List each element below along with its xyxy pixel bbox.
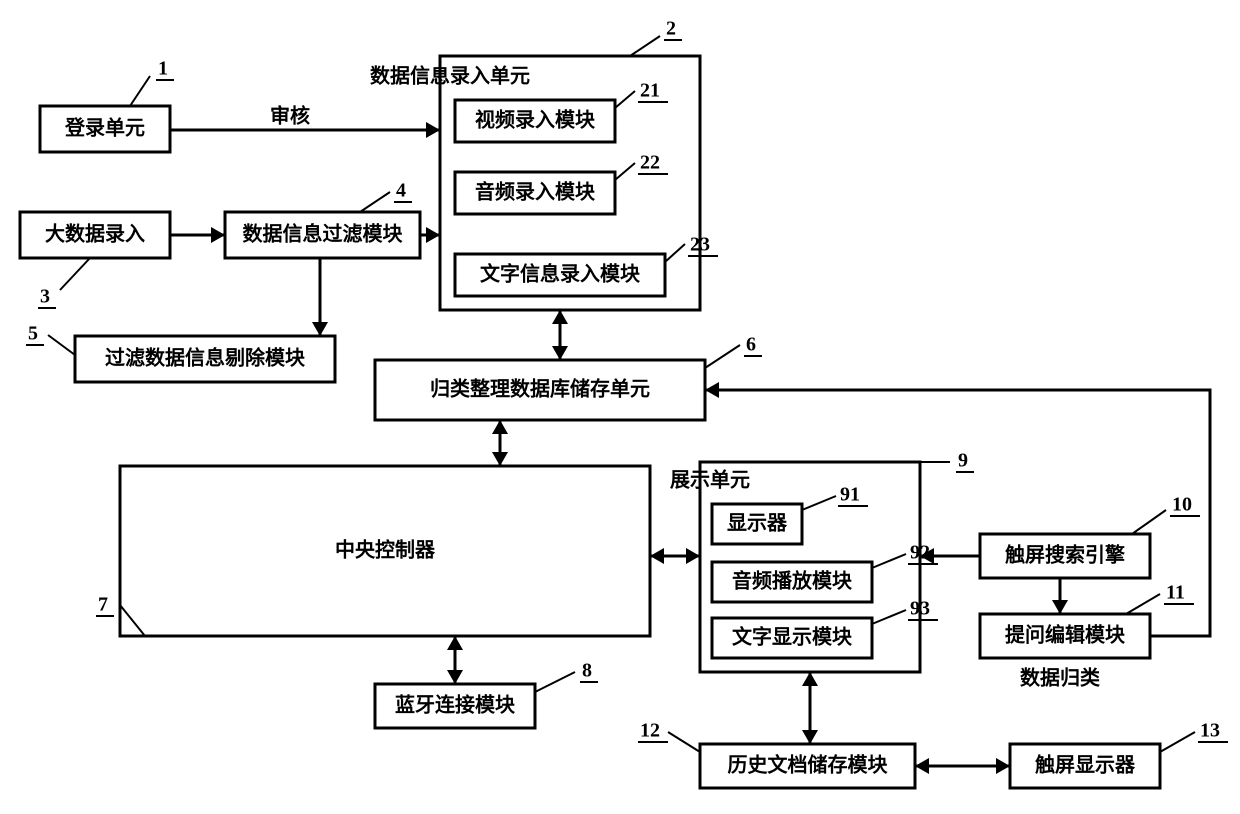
node-n92: 音频播放模块 xyxy=(712,562,872,602)
node-label-n4: 数据信息过滤模块 xyxy=(243,222,404,246)
num-n8: 8 xyxy=(582,660,592,682)
num-n23: 23 xyxy=(690,234,710,256)
node-n11: 提问编辑模块 xyxy=(980,614,1150,658)
free-label-shuju_guilei: 数据归类 xyxy=(1020,666,1100,690)
node-label-n2: 数据信息录入单元 xyxy=(370,64,530,88)
node-label-n23: 文字信息录入模块 xyxy=(480,262,641,286)
node-label-n93: 文字显示模块 xyxy=(732,625,853,649)
node-n6: 归类整理数据库储存单元 xyxy=(375,360,705,420)
edge-e7-9 xyxy=(650,548,700,564)
node-n91: 显示器 xyxy=(712,504,802,544)
leader-n2 xyxy=(630,36,660,56)
node-label-n6: 归类整理数据库储存单元 xyxy=(430,377,650,401)
leader-n12 xyxy=(668,732,700,752)
node-label-n9: 展示单元 xyxy=(670,468,750,492)
node-n4: 数据信息过滤模块 xyxy=(225,212,420,258)
num-n21: 21 xyxy=(640,80,660,102)
edge-e2-6 xyxy=(552,310,568,360)
leader-n1 xyxy=(130,76,150,106)
node-label-n1: 登录单元 xyxy=(64,116,145,140)
edge-e4-5 xyxy=(312,258,328,336)
num-n93: 93 xyxy=(910,598,930,620)
edge-e7-8 xyxy=(447,636,463,684)
num-n91: 91 xyxy=(840,484,860,506)
num-n10: 10 xyxy=(1172,494,1192,516)
leader-n3 xyxy=(60,258,90,290)
node-label-n11: 提问编辑模块 xyxy=(1005,623,1126,647)
num-n11: 11 xyxy=(1166,582,1185,604)
leader-n11 xyxy=(1126,594,1160,614)
node-n22: 音频录入模块 xyxy=(455,172,615,214)
node-n23: 文字信息录入模块 xyxy=(455,254,665,296)
num-n7: 7 xyxy=(98,594,108,616)
node-n21: 视频录入模块 xyxy=(455,100,615,142)
node-label-n12: 历史文档储存模块 xyxy=(728,753,889,777)
node-n7: 中央控制器 xyxy=(120,466,650,636)
node-label-n13: 触屏显示器 xyxy=(1035,753,1136,777)
num-n92: 92 xyxy=(910,542,930,564)
num-n1: 1 xyxy=(158,58,168,80)
node-n5: 过滤数据信息剔除模块 xyxy=(75,336,335,382)
node-n8: 蓝牙连接模块 xyxy=(375,684,535,728)
node-n93: 文字显示模块 xyxy=(712,618,872,658)
node-label-n10: 触屏搜索引擎 xyxy=(1005,543,1125,567)
leader-n10 xyxy=(1132,510,1166,534)
num-n2: 2 xyxy=(666,18,676,40)
node-label-n7: 中央控制器 xyxy=(335,538,436,562)
num-n4: 4 xyxy=(396,180,406,202)
num-n6: 6 xyxy=(746,334,756,356)
num-n13: 13 xyxy=(1200,720,1220,742)
node-n10: 触屏搜索引擎 xyxy=(980,534,1150,578)
num-n5: 5 xyxy=(28,323,38,345)
edge-e4-2 xyxy=(420,227,440,243)
edge-e9-12 xyxy=(802,672,818,744)
edge-e3-4 xyxy=(170,227,225,243)
leader-n5 xyxy=(48,335,75,355)
node-label-n22: 音频录入模块 xyxy=(475,180,596,204)
leader-n8 xyxy=(535,672,575,692)
leader-n4 xyxy=(360,192,390,212)
leader-n6 xyxy=(705,345,740,368)
free-label-shenhe: 审核 xyxy=(270,104,310,128)
node-n12: 历史文档储存模块 xyxy=(700,744,915,788)
num-n22: 22 xyxy=(640,152,660,174)
node-n3: 大数据录入 xyxy=(20,212,170,258)
node-label-n21: 视频录入模块 xyxy=(475,108,596,132)
node-n13: 触屏显示器 xyxy=(1010,744,1160,788)
node-label-n91: 显示器 xyxy=(727,512,788,535)
num-n12: 12 xyxy=(640,720,660,742)
num-n9: 9 xyxy=(958,450,968,472)
node-label-n8: 蓝牙连接模块 xyxy=(395,693,516,717)
edge-e10-11 xyxy=(1052,578,1068,614)
leader-n13 xyxy=(1160,732,1195,752)
edge-e12-13 xyxy=(915,758,1010,774)
node-label-n5: 过滤数据信息剔除模块 xyxy=(105,346,306,370)
node-label-n92: 音频播放模块 xyxy=(732,569,853,593)
edge-e6-7 xyxy=(492,420,508,466)
num-n3: 3 xyxy=(40,286,50,308)
node-n1: 登录单元 xyxy=(40,106,170,152)
node-label-n3: 大数据录入 xyxy=(45,222,145,246)
